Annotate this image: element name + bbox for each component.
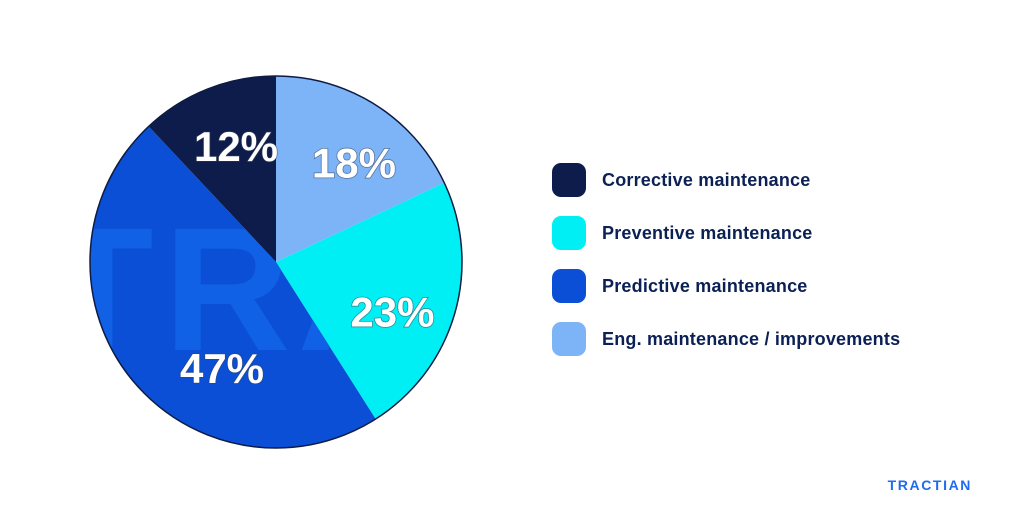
legend-item-1: Preventive maintenance <box>552 216 900 250</box>
legend-swatch-icon <box>552 163 586 197</box>
pie-slice-2 <box>90 126 376 448</box>
legend: Corrective maintenance Preventive mainten… <box>552 163 900 356</box>
legend-item-3: Eng. maintenance / improvements <box>552 322 900 356</box>
legend-swatch-icon <box>552 216 586 250</box>
pie-slice-label-0: 18% <box>312 140 396 187</box>
tractian-logo: TRACTIAN <box>887 477 972 493</box>
legend-swatch-icon <box>552 269 586 303</box>
pie-slice-0 <box>276 76 445 262</box>
pie-slice-label-3: 12% <box>194 123 278 170</box>
legend-item-0: Corrective maintenance <box>552 163 900 197</box>
legend-label: Corrective maintenance <box>602 169 811 190</box>
legend-label: Predictive maintenance <box>602 275 808 296</box>
pie-slice-label-1: 23% <box>350 289 434 336</box>
legend-label: Eng. maintenance / improvements <box>602 328 901 349</box>
pie-slice-3 <box>148 75 276 262</box>
pie-outline <box>89 75 463 449</box>
legend-swatch-icon <box>552 322 586 356</box>
legend-item-2: Predictive maintenance <box>552 269 900 303</box>
legend-label: Preventive maintenance <box>602 222 813 243</box>
pie-slice-label-2: 47% <box>180 345 264 392</box>
pie-slice-1 <box>276 182 462 420</box>
